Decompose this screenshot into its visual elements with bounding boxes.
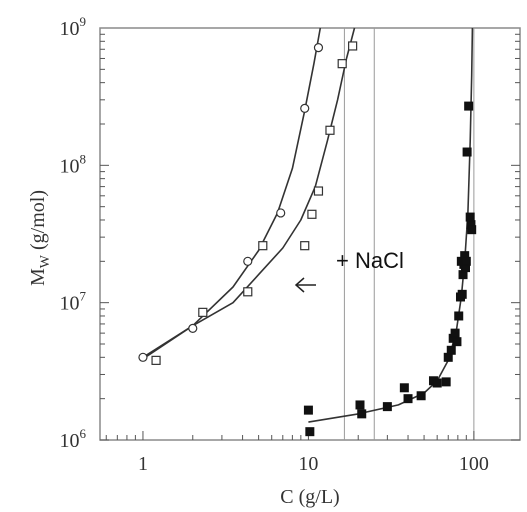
- data-point-filled-square: [461, 256, 471, 266]
- annotation-arrow: [294, 277, 316, 293]
- y-axis-label-unit: (g/mol): [27, 190, 49, 255]
- data-point-circle: [138, 352, 148, 362]
- data-point-square: [198, 307, 208, 317]
- x-tick-label: 1: [138, 453, 148, 475]
- data-point-filled-square: [357, 409, 367, 419]
- y-axis-label-sub: W: [38, 254, 53, 268]
- y-tick-labels: 106 107 108 109: [60, 14, 87, 452]
- data-point-circle: [313, 42, 324, 53]
- data-point-filled-square: [462, 147, 472, 157]
- data-markers: [138, 41, 477, 437]
- data-point-filled-square: [441, 377, 451, 387]
- fit-curve: [142, 27, 322, 358]
- data-point-filled-square: [464, 101, 474, 111]
- fit-curve: [142, 27, 356, 360]
- data-point-filled-square: [454, 311, 464, 321]
- annotation-nacl: + NaCl: [336, 248, 404, 273]
- x-tick-label: 100: [459, 453, 489, 475]
- data-point-square: [348, 41, 358, 51]
- y-tick-label: 107: [60, 289, 87, 315]
- fit-curves: [142, 27, 474, 423]
- data-point-filled-square: [382, 402, 392, 412]
- fit-curve: [308, 27, 474, 423]
- data-point-square: [258, 241, 268, 251]
- data-point-square: [313, 186, 324, 196]
- data-point-filled-square: [446, 345, 456, 355]
- y-tick-label: 109: [60, 14, 87, 40]
- data-point-square: [307, 209, 317, 219]
- data-point-circle: [188, 323, 198, 333]
- data-point-filled-square: [452, 337, 462, 347]
- data-point-circle: [276, 208, 286, 218]
- data-point-square: [243, 287, 253, 297]
- data-point-filled-square: [303, 405, 313, 415]
- data-point-filled-square: [457, 289, 467, 299]
- x-tick-label: 10: [298, 453, 318, 475]
- x-tick-labels: 1 10 100: [138, 453, 489, 475]
- y-axis-label: MW (g/mol): [27, 190, 53, 286]
- data-point-square: [337, 59, 347, 69]
- data-point-filled-square: [432, 378, 442, 388]
- plot-frame: [99, 27, 521, 441]
- data-point-filled-square: [416, 391, 426, 401]
- data-point-square: [151, 355, 161, 365]
- data-point-filled-square: [467, 225, 477, 235]
- axis-ticks: [100, 33, 520, 441]
- data-point-circle: [300, 103, 310, 113]
- data-point-filled-square: [355, 400, 365, 410]
- data-point-filled-square: [465, 212, 475, 222]
- data-point-filled-square: [450, 328, 460, 338]
- data-point-filled-square: [403, 394, 413, 404]
- data-point-filled-square: [305, 427, 315, 437]
- y-tick-label: 108: [60, 151, 87, 177]
- y-axis-label-main: M: [27, 268, 49, 286]
- data-point-square: [300, 241, 310, 251]
- x-axis-label: C (g/L): [280, 486, 339, 508]
- y-tick-label: 106: [60, 426, 87, 452]
- data-point-square: [325, 125, 335, 135]
- data-point-filled-square: [399, 383, 409, 393]
- reference-lines: [343, 28, 475, 440]
- data-point-circle: [243, 256, 253, 266]
